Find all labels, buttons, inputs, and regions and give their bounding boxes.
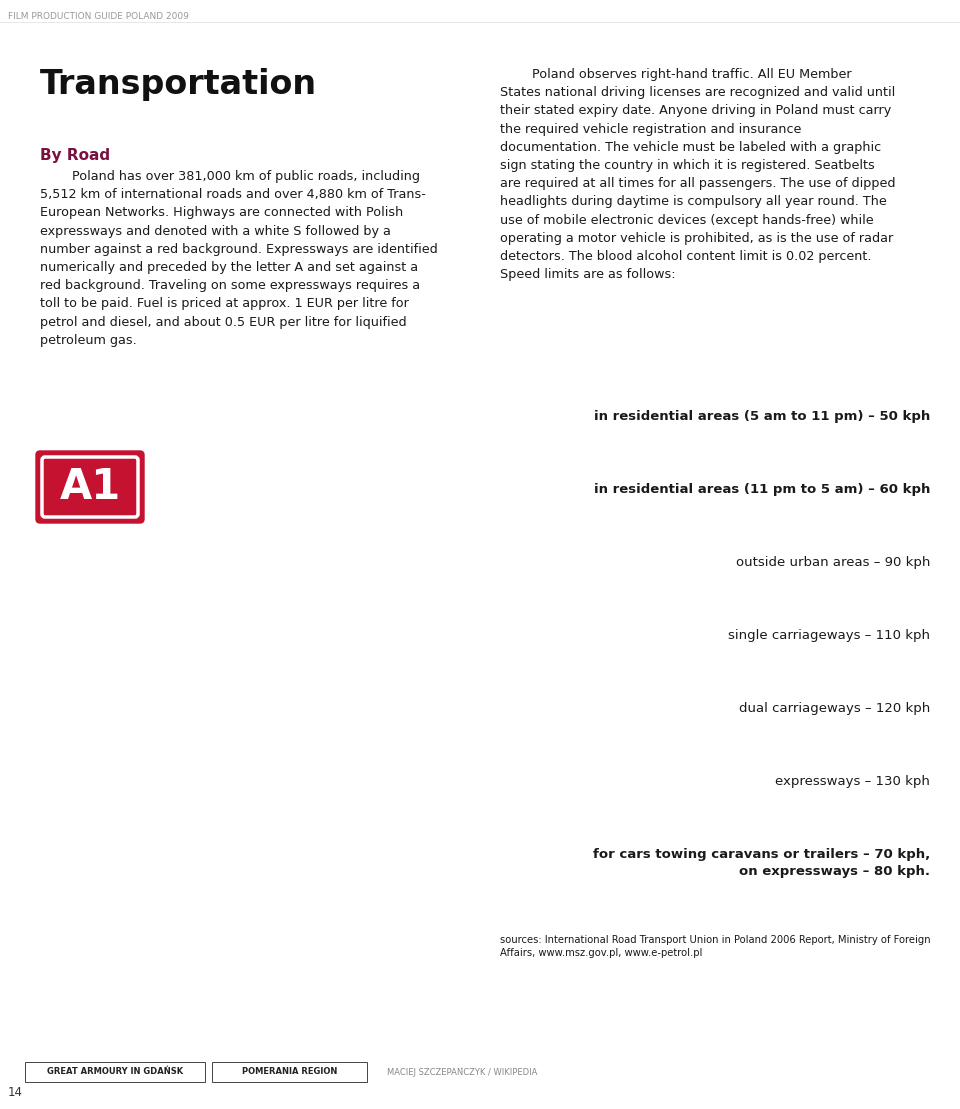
Text: in residential areas (5 am to 11 pm) – 50 kph: in residential areas (5 am to 11 pm) – 5… xyxy=(593,410,930,423)
Text: 14: 14 xyxy=(8,1086,23,1099)
Text: Poland observes right-hand traffic. All EU Member
States national driving licens: Poland observes right-hand traffic. All … xyxy=(500,68,896,282)
Text: sources: International Road Transport Union in Poland 2006 Report, Ministry of F: sources: International Road Transport Un… xyxy=(500,935,930,958)
Text: POMERANIA REGION: POMERANIA REGION xyxy=(242,1068,337,1077)
Text: outside urban areas – 90 kph: outside urban areas – 90 kph xyxy=(735,556,930,569)
Bar xyxy=(212,1062,367,1082)
Text: for cars towing caravans or trailers – 70 kph,
on expressways – 80 kph.: for cars towing caravans or trailers – 7… xyxy=(592,848,930,878)
Text: dual carriageways – 120 kph: dual carriageways – 120 kph xyxy=(739,702,930,715)
Text: FILM PRODUCTION GUIDE POLAND 2009: FILM PRODUCTION GUIDE POLAND 2009 xyxy=(8,12,189,21)
Text: expressways – 130 kph: expressways – 130 kph xyxy=(775,775,930,788)
Text: in residential areas (11 pm to 5 am) – 60 kph: in residential areas (11 pm to 5 am) – 6… xyxy=(593,484,930,496)
FancyBboxPatch shape xyxy=(36,451,144,523)
Text: A1: A1 xyxy=(60,466,121,508)
Text: Transportation: Transportation xyxy=(40,68,317,101)
Text: MACIEJ SZCZEPAŃCZYK / WIKIPEDIA: MACIEJ SZCZEPAŃCZYK / WIKIPEDIA xyxy=(387,1067,538,1077)
Text: single carriageways – 110 kph: single carriageways – 110 kph xyxy=(728,629,930,642)
Text: Poland has over 381,000 km of public roads, including
5,512 km of international : Poland has over 381,000 km of public roa… xyxy=(40,170,438,347)
Text: By Road: By Road xyxy=(40,147,110,163)
Bar xyxy=(25,1062,205,1082)
Text: GREAT ARMOURY IN GDAŃSK: GREAT ARMOURY IN GDAŃSK xyxy=(47,1068,183,1077)
